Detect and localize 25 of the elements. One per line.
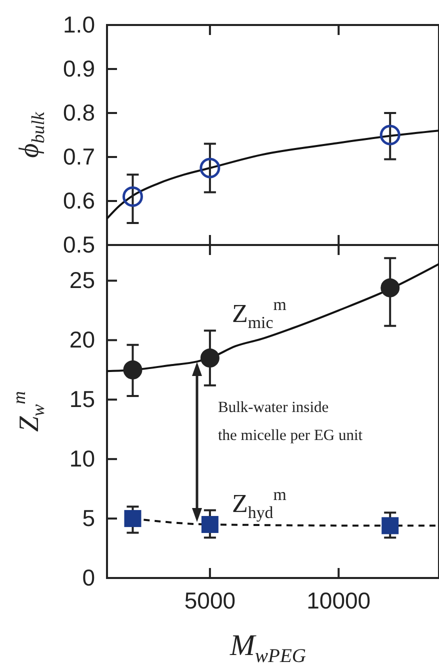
- y-tick-label: 0.6: [63, 187, 95, 214]
- y-tick-label: 1.0: [63, 11, 95, 38]
- y-tick-label: 0: [82, 564, 95, 590]
- x-tick-label: 10000: [306, 587, 371, 614]
- point: [200, 158, 220, 178]
- y-tick-label: 0.7: [63, 143, 95, 170]
- point: [380, 278, 400, 298]
- point: [124, 510, 142, 528]
- y-tick-label: 10: [69, 445, 95, 472]
- y-tick-label: 15: [69, 386, 95, 412]
- x-tick-label: 5000: [184, 587, 236, 614]
- x-axis-title: M$_{wPEG}$: [229, 629, 306, 667]
- y-tick-label: 25: [69, 267, 95, 294]
- y-tick-label: 20: [69, 326, 95, 353]
- point: [200, 348, 220, 368]
- point: [123, 360, 142, 380]
- y-tick-label: 0.8: [63, 99, 95, 126]
- y-tick-label: 0.9: [63, 55, 95, 82]
- annotation: Bulk-water inside the micelle per EG unit: [218, 399, 364, 444]
- y-tick-label: 5: [82, 504, 95, 531]
- point: [382, 517, 399, 534]
- point: [201, 516, 218, 533]
- y-tick-label: 0.5: [63, 231, 95, 258]
- point: [122, 186, 143, 207]
- point: [380, 124, 400, 146]
